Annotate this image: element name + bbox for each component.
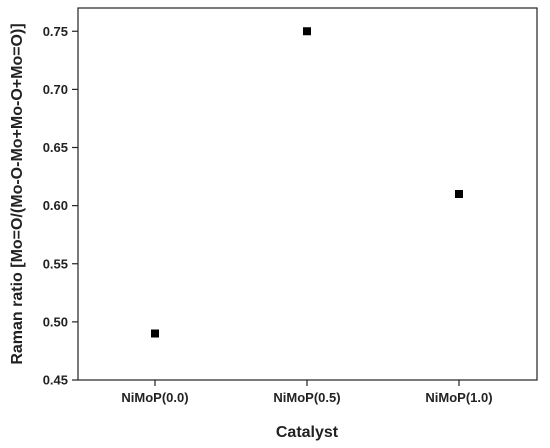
data-point <box>151 329 159 338</box>
x-axis-title: Catalyst <box>276 424 339 441</box>
x-axis: NiMoP(0.0) NiMoP(0.5) NiMoP(1.0) <box>121 380 493 405</box>
plot-frame <box>77 7 538 381</box>
y-tick-label: 0.55 <box>43 256 68 271</box>
data-point <box>455 190 463 198</box>
y-axis-title: Raman ratio [Mo=O/(Mo-O-Mo+Mo-O+Mo=O)] <box>9 23 26 364</box>
y-tick-label: 0.70 <box>43 82 68 97</box>
x-tick-label: NiMoP(0.5) <box>273 390 340 405</box>
y-tick-label: 0.50 <box>43 314 68 329</box>
y-axis: 0.45 0.50 0.55 0.60 0.65 0.70 0.75 <box>43 24 78 388</box>
y-tick-label: 0.60 <box>43 198 68 213</box>
x-tick-label: NiMoP(0.0) <box>121 390 188 405</box>
y-tick-label: 0.45 <box>43 373 68 388</box>
y-tick-label: 0.75 <box>43 24 68 39</box>
y-tick-label: 0.65 <box>43 140 68 155</box>
data-point <box>303 27 311 36</box>
data-points <box>151 27 463 338</box>
x-tick-label: NiMoP(1.0) <box>425 390 492 405</box>
